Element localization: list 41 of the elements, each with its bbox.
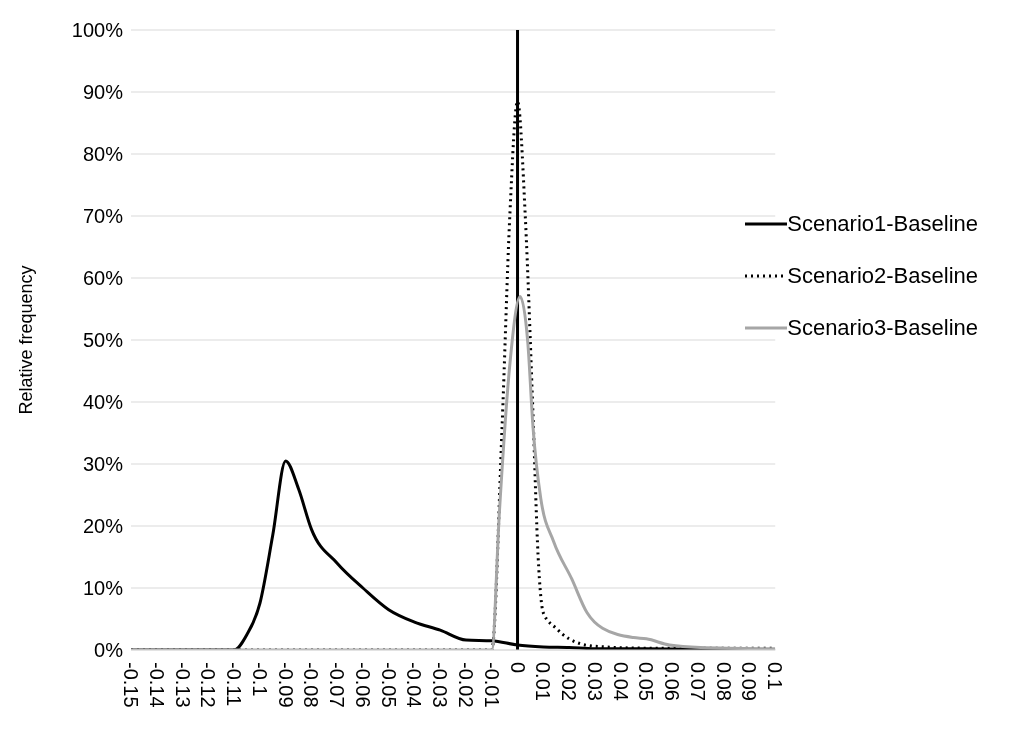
x-tick-label: 0.03 [583, 662, 606, 701]
x-tick-label: 0.1 [764, 662, 787, 690]
x-tick-label: -0.07 [326, 662, 349, 708]
x-tick-label: -0.04 [403, 662, 426, 708]
x-tick-label: 0.02 [558, 662, 581, 701]
x-tick-label: -0.1 [248, 662, 271, 697]
y-tick-label: 60% [82, 267, 124, 290]
x-tick-label: -0.14 [145, 662, 168, 708]
x-tick-label: -0.09 [274, 662, 297, 708]
x-tick-label: -0.15 [120, 662, 142, 708]
x-tick-label: -0.05 [377, 662, 400, 708]
x-tick-label: 0.05 [635, 662, 658, 701]
x-tick-label: -0.13 [171, 662, 194, 708]
x-tick-label: 0.08 [712, 662, 735, 701]
legend-label: Scenario1-Baseline [787, 211, 978, 237]
x-tick-label: -0.06 [351, 662, 374, 708]
x-tick-label: -0.12 [197, 662, 220, 708]
y-tick-label: 90% [82, 81, 124, 104]
x-tick-label: -0.02 [454, 662, 477, 708]
x-tick-label: 0.09 [738, 662, 761, 701]
x-tick-label: 0.04 [609, 662, 632, 701]
y-tick-label: 50% [82, 329, 124, 352]
y-tick-label: 80% [82, 143, 124, 166]
x-tick-label: -0.08 [300, 662, 323, 708]
y-axis-title: Relative frequency [16, 265, 37, 415]
x-tick-label: 0 [506, 662, 529, 674]
legend-label: Scenario3-Baseline [787, 315, 978, 341]
x-tick-label: 0.06 [661, 662, 684, 701]
y-tick-label: 70% [82, 205, 124, 228]
x-tick-label: -0.01 [480, 662, 503, 708]
legend-label: Scenario2-Baseline [787, 263, 978, 289]
y-tick-label: 30% [82, 453, 124, 476]
y-tick-label: 100% [71, 19, 124, 42]
y-tick-label: 40% [82, 391, 124, 414]
y-tick-label: 10% [82, 577, 124, 600]
x-tick-label: 0.01 [532, 662, 555, 701]
x-tick-label: 0.07 [686, 662, 709, 701]
y-tick-label: 20% [82, 515, 124, 538]
y-tick-label: 0% [94, 639, 124, 662]
x-tick-label: -0.03 [429, 662, 452, 708]
x-tick-label: -0.11 [223, 662, 246, 707]
